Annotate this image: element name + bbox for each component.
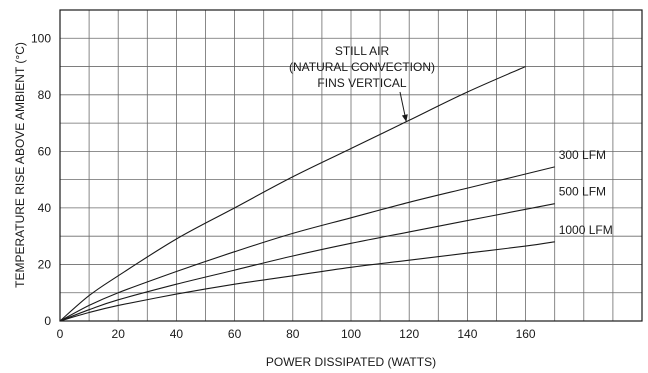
annotation-line-2: (NATURAL CONVECTION) bbox=[289, 60, 435, 74]
tick-labels: 0 20 40 60 80 100 120 140 160 0 20 40 60 80 100 bbox=[31, 31, 536, 341]
x-tick-label: 60 bbox=[228, 327, 242, 341]
annotation-line-1: STILL AIR bbox=[335, 44, 390, 58]
y-tick-label: 40 bbox=[38, 201, 52, 215]
x-tick-label: 80 bbox=[286, 327, 300, 341]
x-tick-label: 120 bbox=[399, 327, 419, 341]
x-tick-label: 40 bbox=[170, 327, 184, 341]
x-tick-label: 140 bbox=[457, 327, 477, 341]
y-axis-label: TEMPERATURE RISE ABOVE AMBIENT (°C) bbox=[13, 42, 27, 288]
series-line-500-lfm bbox=[59, 203, 555, 322]
annotation-line-3: FINS VERTICAL bbox=[317, 76, 406, 90]
y-tick-label: 20 bbox=[38, 257, 52, 271]
y-tick-label: 100 bbox=[31, 31, 51, 45]
x-axis-label: POWER DISSIPATED (WATTS) bbox=[266, 355, 436, 369]
curves bbox=[59, 65, 555, 322]
grid bbox=[60, 10, 642, 321]
series-label-1000-lfm: 1000 LFM bbox=[559, 223, 613, 237]
x-tick-label: 20 bbox=[112, 327, 126, 341]
series-line-1000-lfm bbox=[59, 241, 555, 322]
series-label-500-lfm: 500 LFM bbox=[559, 185, 606, 199]
y-tick-label: 80 bbox=[38, 88, 52, 102]
annotation-arrowhead bbox=[401, 114, 408, 122]
series-line-still-air-natural-convection-fins-vertical bbox=[59, 65, 526, 322]
x-tick-label: 160 bbox=[516, 327, 536, 341]
series-label-300-lfm: 300 LFM bbox=[559, 148, 606, 162]
x-tick-label: 0 bbox=[57, 327, 64, 341]
x-tick-label: 100 bbox=[341, 327, 361, 341]
still-air-annotation: STILL AIR (NATURAL CONVECTION) FINS VERT… bbox=[289, 44, 435, 122]
y-tick-label: 60 bbox=[38, 144, 52, 158]
y-tick-label: 0 bbox=[44, 314, 51, 328]
series-labels: 300 LFM 500 LFM 1000 LFM bbox=[559, 148, 613, 237]
series-line-300-lfm bbox=[59, 166, 555, 322]
plot-frame bbox=[59, 9, 643, 322]
